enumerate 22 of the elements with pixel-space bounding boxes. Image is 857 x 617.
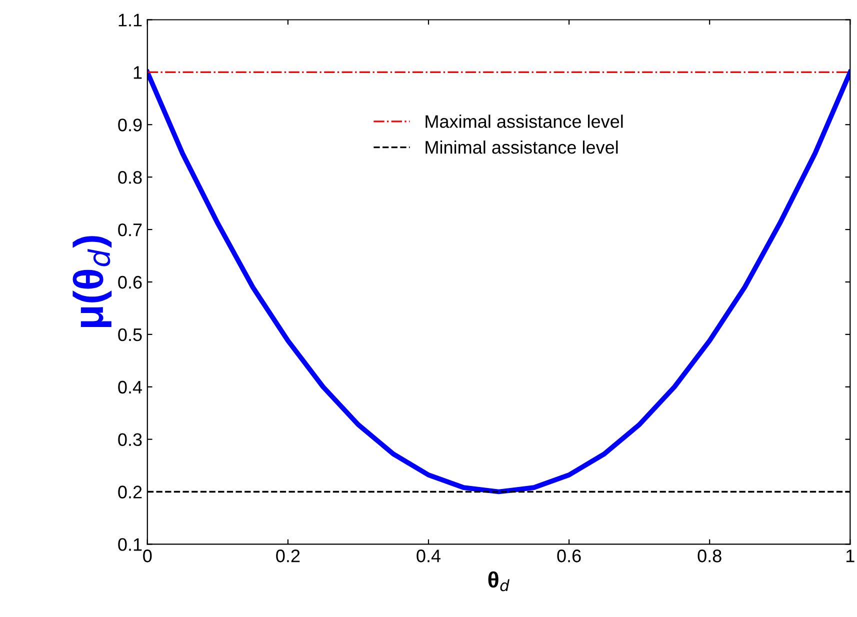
y-tick-label: 0.2 xyxy=(118,486,142,498)
y-tick-label: 0.7 xyxy=(118,223,142,236)
y-tick-label: 0.5 xyxy=(118,328,142,342)
x-tick-label: 1 xyxy=(846,550,854,562)
legend-label: Minimal assistance level xyxy=(426,140,618,154)
x-tick-label: 0.4 xyxy=(416,550,441,562)
y-tick-label: 0.8 xyxy=(118,171,142,184)
line-series xyxy=(147,70,850,494)
x-axis-title: θ$_{d}$ xyxy=(488,571,510,592)
y-tick-label: 0.9 xyxy=(118,118,142,132)
legend-label: Maximal assistance level xyxy=(426,114,623,128)
y-tick-label: 1 xyxy=(134,66,142,79)
y-tick-label: 0.6 xyxy=(118,276,142,289)
x-tick-label: 0 xyxy=(143,550,152,562)
y-tick-label: 0.4 xyxy=(118,380,142,394)
x-tick-label: 0.8 xyxy=(698,550,722,562)
y-tick-label: 0.1 xyxy=(118,538,142,551)
x-tick-label: 0.2 xyxy=(276,550,300,562)
y-tick-label: 1.1 xyxy=(118,14,142,26)
y-axis-title: μ(θ$_{d}$) xyxy=(72,236,112,327)
y-tick-label: 0.3 xyxy=(118,433,142,446)
x-tick-label: 0.6 xyxy=(557,550,581,562)
